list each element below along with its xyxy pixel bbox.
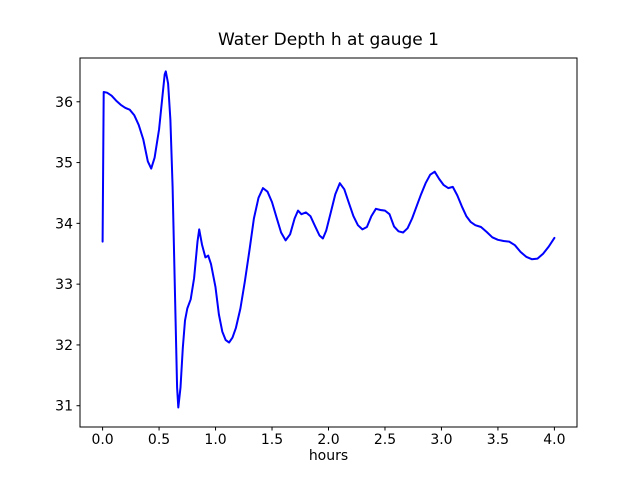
- y-tick-label: 32: [55, 338, 73, 354]
- y-tick-label: 33: [55, 277, 73, 293]
- x-tick-label: 3.5: [487, 432, 509, 448]
- x-tick-label: 3.0: [430, 432, 452, 448]
- y-tick-label: 34: [55, 216, 73, 232]
- x-tick-label: 2.5: [374, 432, 396, 448]
- chart-title: Water Depth h at gauge 1: [218, 30, 439, 50]
- series-layer: [101, 70, 556, 409]
- y-tick-label: 35: [55, 156, 73, 172]
- y-tick-label: 31: [55, 399, 73, 415]
- y-tick-label: 36: [55, 95, 73, 111]
- x-tick-label: 1.0: [204, 432, 226, 448]
- data-line-water-depth-h: [101, 70, 556, 409]
- x-tick-label: 4.0: [543, 432, 565, 448]
- x-tick-label: 0.5: [148, 432, 170, 448]
- x-tick-label: 2.0: [317, 432, 339, 448]
- x-tick-label: 1.5: [261, 432, 283, 448]
- x-axis-label: hours: [309, 448, 348, 464]
- axes-frame: [79, 57, 578, 428]
- x-tick-label: 0.0: [91, 432, 113, 448]
- ticks-layer: 0.0 0.5 1.0 1.5 2.0 2.5 3.0 3.5 4.0 31 32 33 34 35 36: [55, 95, 565, 448]
